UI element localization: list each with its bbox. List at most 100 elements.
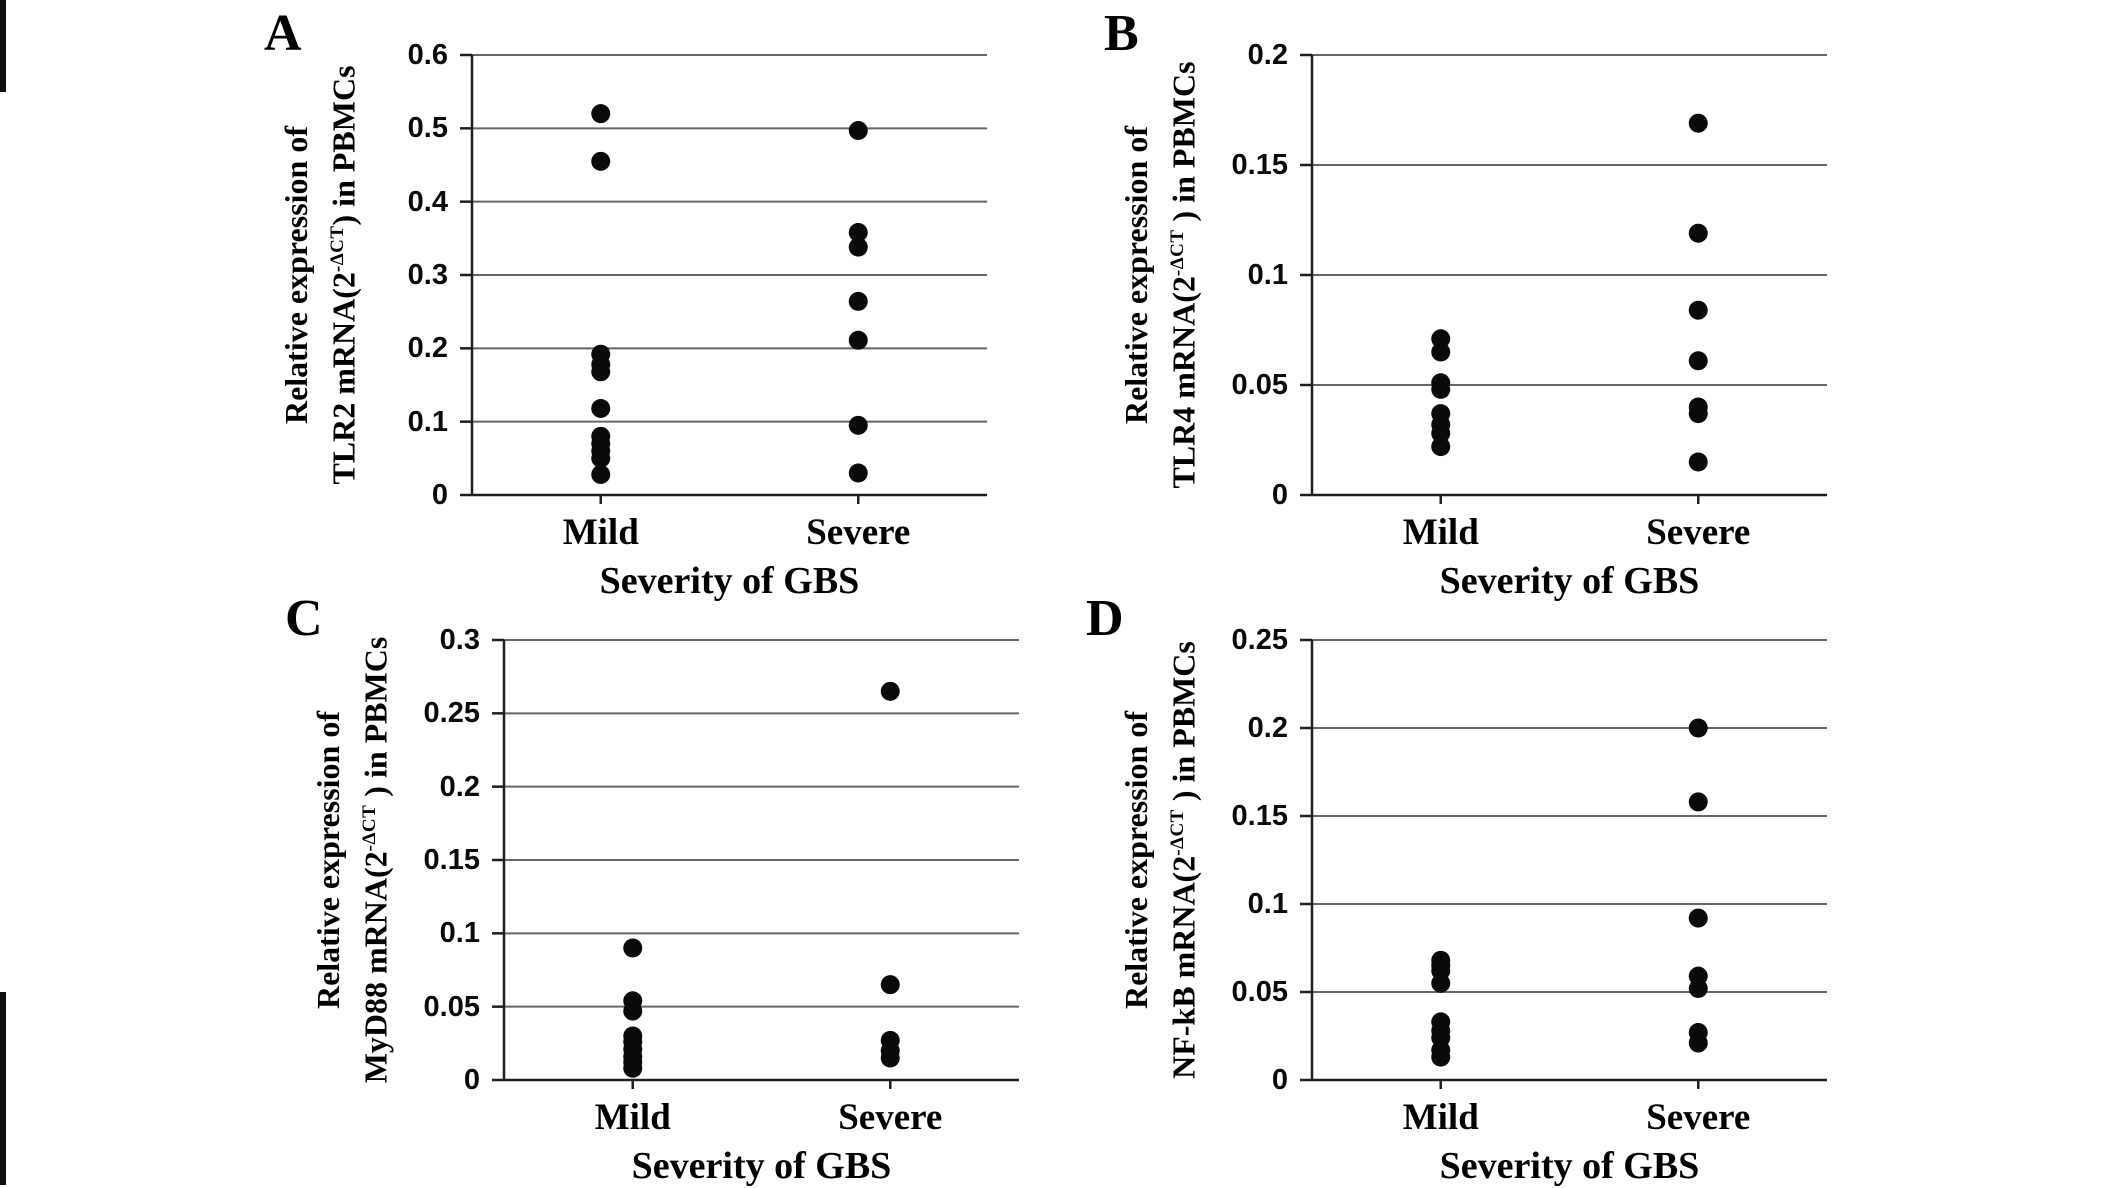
data-point (1688, 908, 1708, 928)
data-point (1431, 973, 1451, 993)
data-point (1688, 1033, 1708, 1053)
data-point (1688, 792, 1708, 812)
panel-b-plot-area: 0 0.05 0.1 0.15 0.2 Mild Severe (1232, 39, 1827, 553)
y-tick-label: 0.05 (423, 990, 480, 1023)
data-point (848, 121, 868, 141)
data-point (591, 464, 611, 484)
data-point (1688, 404, 1708, 424)
panel-c-plot-area: 0 0.05 0.1 0.15 0.2 0.25 0.3 Mild Severe (424, 624, 1019, 1138)
x-category-label: Mild (1402, 1097, 1479, 1138)
y-tick-label: 0 (431, 479, 448, 511)
data-point (591, 448, 611, 468)
x-category-label: Severe (838, 1097, 943, 1138)
y-tick-label: 0 (463, 1064, 480, 1096)
data-point (1431, 329, 1451, 349)
y-tick-label: 0.2 (1247, 712, 1288, 744)
y-tick-label: 0.05 (1231, 369, 1288, 401)
y-tick-label: 0.5 (407, 112, 448, 145)
data-point (1431, 437, 1451, 457)
scan-edge-artifact-top (0, 0, 6, 92)
panel-b-letter: B (1104, 5, 1139, 62)
scan-edge-artifact-bottom (0, 992, 6, 1185)
y-tick-label: 0.6 (407, 39, 448, 71)
data-point (1688, 351, 1708, 371)
y-tick-label: 0.4 (407, 185, 448, 218)
data-point (623, 1058, 643, 1078)
y-tick-label: 0.2 (439, 770, 480, 803)
data-point (1431, 379, 1451, 399)
x-category-label: Mild (562, 512, 639, 553)
chart-canvas (1300, 638, 1827, 1089)
y-tick-label: 0.25 (423, 697, 480, 730)
y-axis-label-line2: NF-kB mRNA(2-ΔCT ) in PBMCs (1165, 641, 1202, 1079)
data-point (880, 975, 900, 995)
panel-b-x-axis-title: Severity of GBS (1439, 560, 1700, 602)
superscript-exponent: -ΔCT (1167, 809, 1188, 856)
data-point (1431, 423, 1451, 443)
data-point (591, 151, 611, 171)
data-point (1688, 452, 1708, 472)
chart-canvas (1300, 53, 1827, 504)
y-tick-label: 0 (1271, 1064, 1288, 1096)
y-axis-label-line1: Relative expression of (1118, 125, 1154, 425)
data-point (591, 398, 611, 418)
data-point (1431, 342, 1451, 362)
data-point (1688, 718, 1708, 738)
data-point (1688, 300, 1708, 320)
y-tick-label: 0 (1271, 479, 1288, 511)
y-tick-label: 0.15 (1231, 800, 1288, 832)
data-point (848, 237, 868, 257)
y-axis-label-line1: Relative expression of (278, 125, 314, 425)
superscript-exponent: -ΔCT (1167, 229, 1188, 277)
y-axis-label-line1: Relative expression of (1118, 710, 1154, 1010)
panel-d: D Relative expression of NF-kB mRNA(2-ΔC… (1020, 590, 1880, 1187)
y-tick-label: 0.3 (407, 259, 448, 291)
y-tick-label: 0.2 (407, 332, 448, 365)
superscript-exponent: -ΔCT (359, 804, 380, 852)
y-tick-label: 0.1 (439, 917, 480, 950)
x-category-label: Severe (1646, 512, 1751, 553)
panel-a-letter: A (264, 5, 302, 62)
chart-canvas (460, 53, 987, 504)
y-axis-label-line1: Relative expression of (310, 710, 346, 1010)
data-point (623, 1001, 643, 1021)
y-tick-label: 0.1 (407, 405, 448, 438)
data-point (1431, 1047, 1451, 1067)
data-point (1688, 978, 1708, 998)
data-point (880, 1048, 900, 1068)
x-category-label: Mild (594, 1097, 671, 1138)
y-tick-label: 0.2 (1247, 39, 1288, 71)
panel-c-x-axis-title: Severity of GBS (631, 1145, 892, 1187)
data-point (591, 104, 611, 124)
data-point (848, 222, 868, 242)
x-category-label: Mild (1402, 512, 1479, 553)
data-point (591, 362, 611, 382)
x-category-label: Severe (806, 512, 911, 553)
y-tick-label: 0.15 (423, 844, 480, 876)
y-tick-label: 0.05 (1231, 976, 1288, 1008)
panel-d-plot-area: 0 0.05 0.1 0.15 0.2 0.25 Mild Severe (1232, 624, 1827, 1138)
data-point (848, 330, 868, 350)
y-tick-label: 0.25 (1231, 624, 1288, 656)
data-point (848, 291, 868, 311)
y-tick-label: 0.3 (439, 624, 480, 656)
panel-a-x-axis-title: Severity of GBS (599, 560, 860, 602)
panel-c-letter: C (285, 590, 323, 647)
data-point (1688, 113, 1708, 133)
y-tick-label: 0.1 (1247, 888, 1288, 920)
chart-canvas (492, 638, 1019, 1089)
panel-c: C Relative expression of MyD88 mRNA(2-ΔC… (212, 590, 1072, 1187)
data-point (880, 681, 900, 701)
panel-b: B Relative expression of TLR4 mRNA(2-ΔCT… (1020, 5, 1880, 602)
data-point (848, 463, 868, 483)
panel-d-x-axis-title: Severity of GBS (1439, 1145, 1700, 1187)
data-point (1688, 223, 1708, 243)
y-tick-label: 0.1 (1247, 259, 1288, 291)
superscript-exponent: -ΔCT (327, 225, 348, 273)
x-category-label: Severe (1646, 1097, 1751, 1138)
panel-a: A Relative expression of TLR2 mRNA(2-ΔCT… (180, 5, 1040, 602)
panel-d-letter: D (1086, 590, 1124, 647)
data-point (848, 415, 868, 435)
panel-d-y-axis-label: Relative expression of NF-kB mRNA(2-ΔCT … (1116, 630, 1202, 1090)
